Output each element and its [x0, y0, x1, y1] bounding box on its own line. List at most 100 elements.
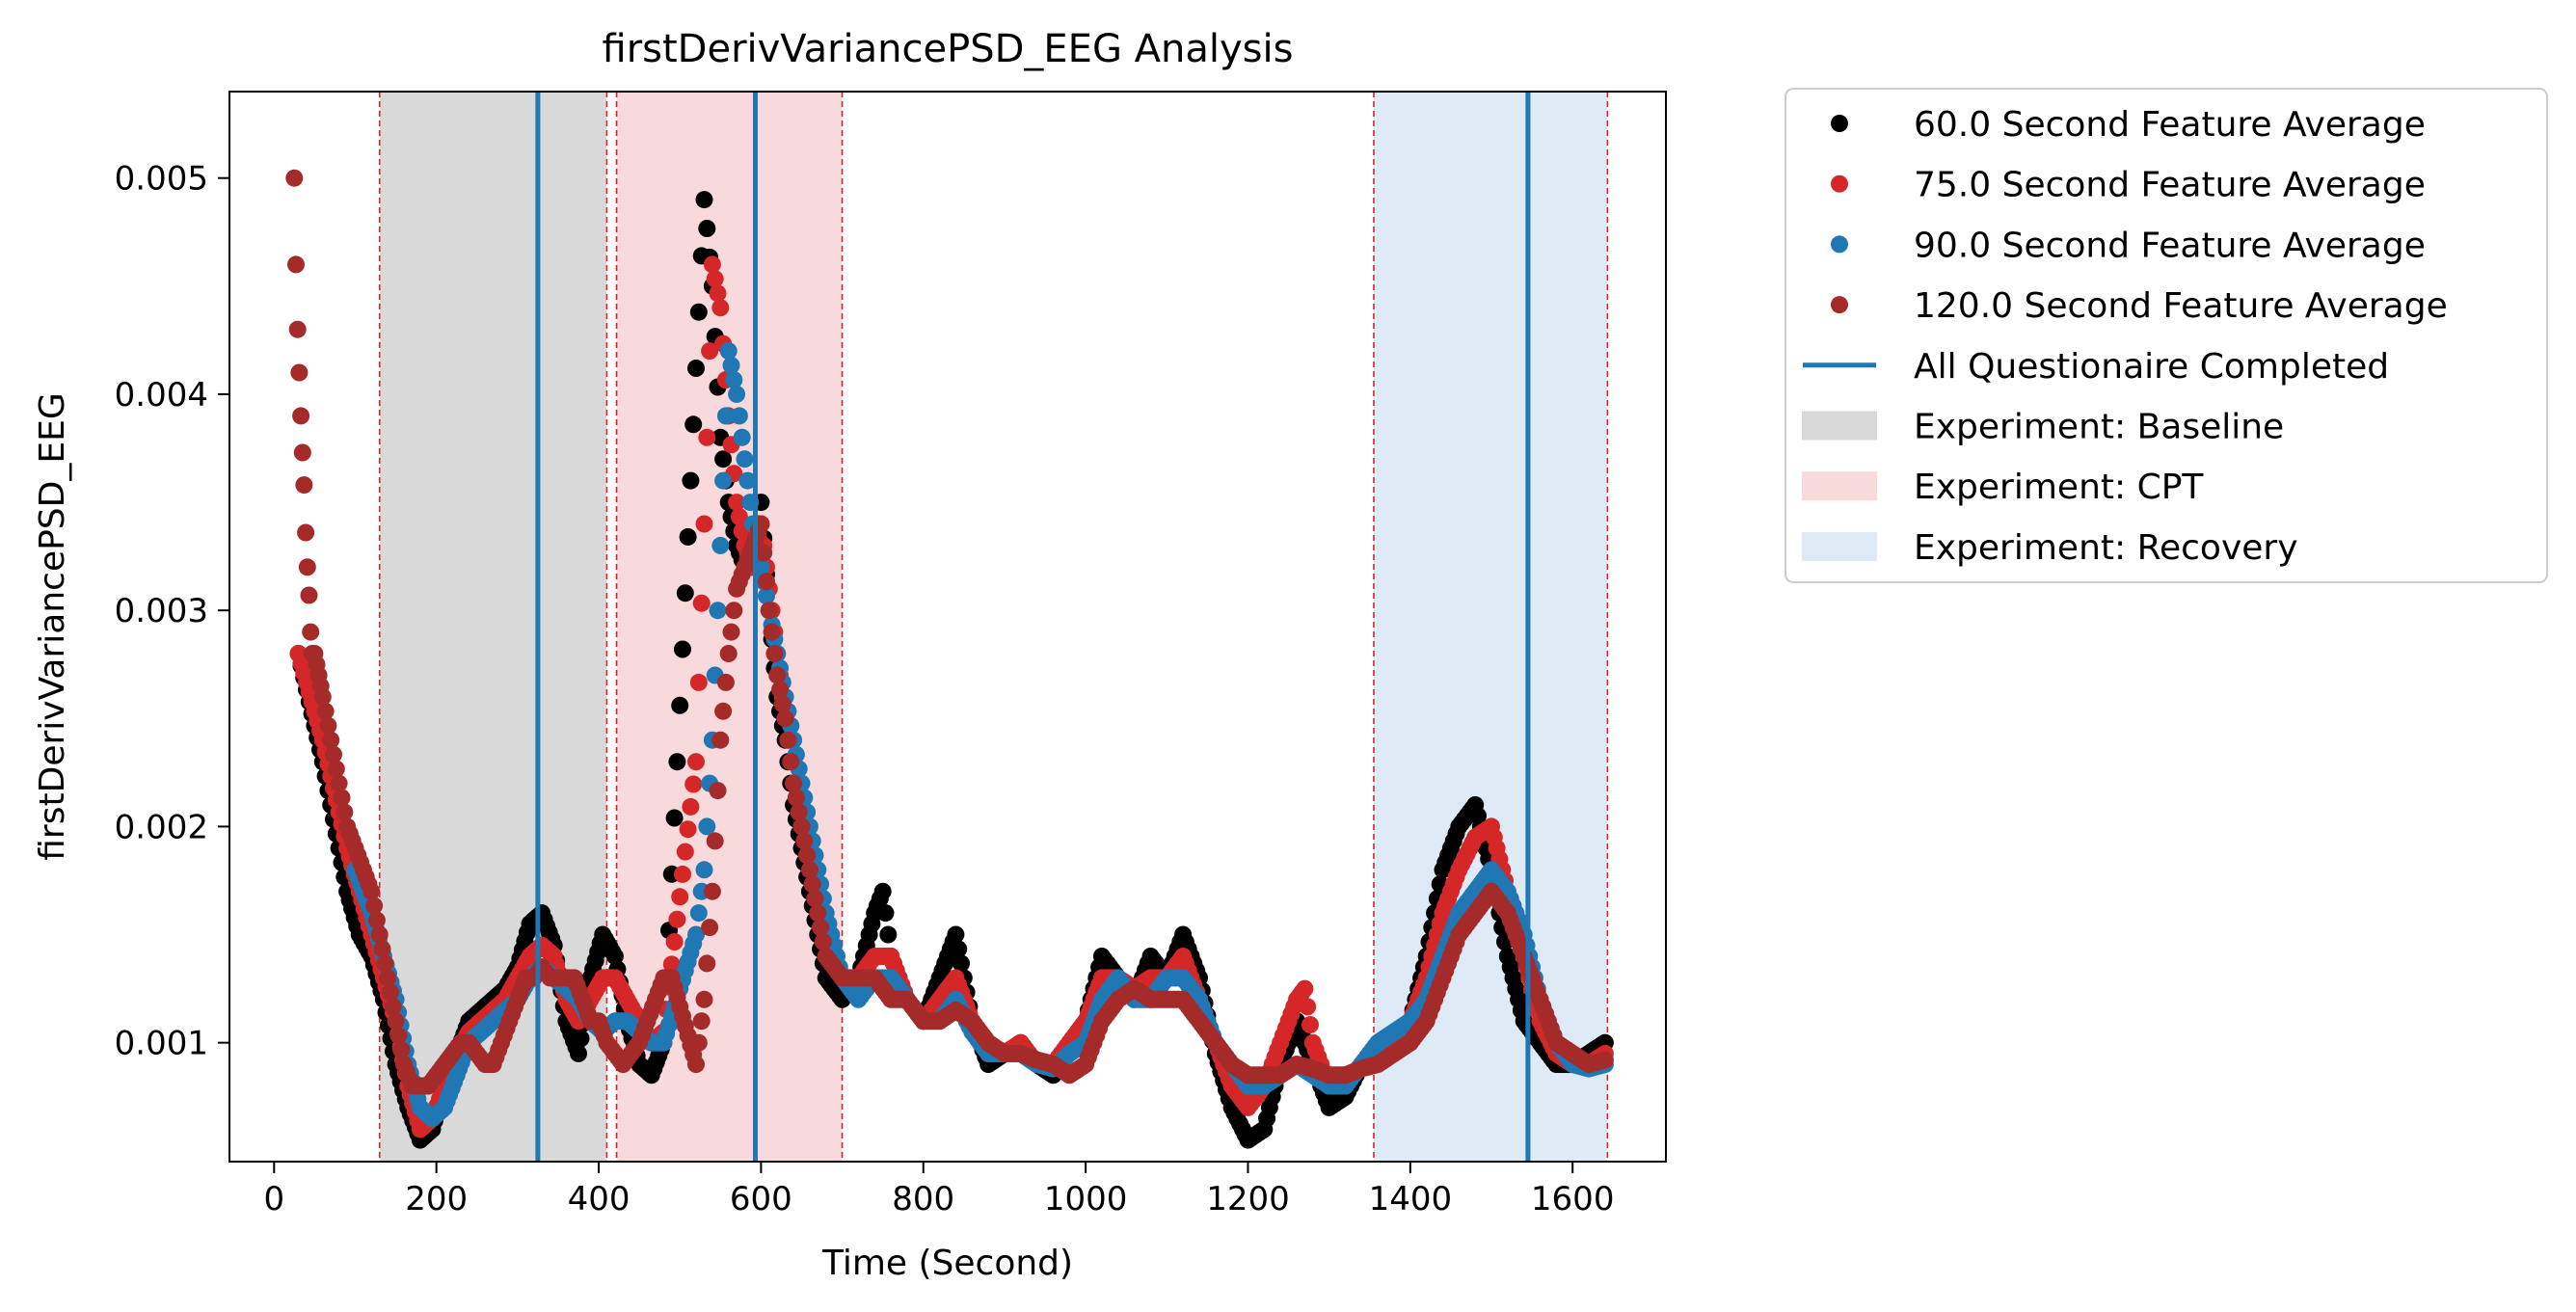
series-0-point-31-1	[714, 450, 733, 469]
series-3-point-5	[293, 443, 311, 462]
series-3-point-7	[297, 523, 315, 542]
series-3-point-70-2	[790, 803, 808, 821]
series-0-point-24	[605, 948, 624, 965]
series-1-point-28-7	[674, 865, 691, 883]
series-3-point-0	[285, 169, 304, 187]
series-3-point-69	[776, 710, 794, 728]
series-0-point-51-1	[950, 940, 968, 958]
series-1-point-31-2	[709, 284, 727, 303]
series-3-point-71-1	[803, 875, 821, 894]
series-3-point-60	[703, 882, 721, 900]
series-3-point-4	[292, 407, 310, 425]
series-3-point-15-1	[325, 745, 342, 763]
series-0-point-28-13	[689, 303, 708, 321]
series-3-point-61	[711, 731, 730, 749]
series-3-point-71-5	[814, 933, 832, 951]
series-3-point-61-2	[716, 673, 735, 691]
y-axis: 0.001 0.002 0.003 0.004 0.005	[115, 160, 229, 1063]
legend-label-3: 120.0 Second Feature Average	[1914, 286, 2448, 326]
series-3-point-71-3	[809, 904, 827, 923]
series-0-point-21-1	[572, 1030, 590, 1048]
series-3-point-58	[687, 1056, 705, 1074]
series-1-point-28-9	[679, 820, 697, 839]
series-3-point-15	[322, 731, 340, 749]
series-3-point-6	[295, 476, 313, 495]
legend-marker-3	[1831, 296, 1848, 314]
series-1-point-28-6	[671, 888, 689, 906]
legend-label-6: Experiment: CPT	[1914, 468, 2204, 507]
series-3-point-15-2	[327, 760, 345, 778]
legend-patch-7	[1802, 531, 1877, 561]
series-3-point-60-1	[706, 832, 724, 850]
series-3-point-58-1	[689, 1033, 708, 1052]
series-3-point-21-2	[376, 954, 394, 973]
series-1-point-29	[687, 753, 705, 771]
series-0-point-28-11	[684, 415, 703, 434]
series-0-point-46-2	[879, 925, 898, 944]
series-0-point-46-1	[876, 904, 895, 923]
series-3-point-20	[362, 882, 381, 900]
x-tick-label-8: 1600	[1531, 1180, 1615, 1218]
legend-frame	[1784, 88, 2548, 583]
series-1-point-29-2	[692, 594, 711, 612]
series-0-point-28-9	[679, 527, 697, 546]
series-0-point-28-12	[687, 360, 705, 377]
y-tick-label-1: 0.002	[115, 808, 208, 846]
series-1-point-30	[695, 515, 713, 533]
y-tick-label-0: 0.001	[115, 1025, 208, 1063]
legend-label-1: 75.0 Second Feature Average	[1914, 166, 2426, 205]
y-tick-label-2: 0.003	[115, 592, 208, 630]
series-2-point-30-2	[725, 371, 743, 388]
x-tick-label-5: 1000	[1044, 1180, 1128, 1218]
series-1-point-34	[728, 494, 746, 512]
series-3-point-71-2	[806, 890, 824, 908]
series-3-point-16	[330, 774, 348, 792]
series-1-point-34-1	[730, 508, 748, 525]
series-0-point-28-7	[674, 640, 691, 658]
series-1-point-30-1	[698, 428, 716, 446]
series-3-point-61-1	[714, 702, 733, 720]
y-axis-label: firstDerivVariancePSD_EEG	[33, 392, 72, 861]
series-0-point-28-5	[668, 753, 686, 771]
series-3-point-60-2	[709, 782, 727, 800]
series-0-point-51	[947, 925, 965, 944]
series-3-point-62	[719, 645, 738, 662]
y-tick-label-3: 0.004	[115, 376, 208, 415]
series-2-point-31-1	[730, 407, 748, 425]
series-2-point-26	[687, 925, 705, 944]
series-2-point-27-1	[698, 817, 716, 836]
series-1-point-28-8	[676, 843, 694, 861]
series-3-point-20-1	[365, 897, 384, 915]
series-1-point-73-2	[1301, 1016, 1319, 1033]
legend-label-5: Experiment: Baseline	[1914, 408, 2284, 447]
series-1-point-28-11	[684, 775, 703, 793]
series-2-point-31-2	[733, 428, 751, 446]
series-2-point-29	[711, 536, 730, 554]
series-3-point-1	[287, 255, 305, 274]
y-tick-label-4: 0.005	[115, 160, 208, 199]
series-0-point-28-4	[665, 809, 684, 827]
series-3-point-70-3	[792, 817, 811, 836]
series-3-point-23-2	[392, 1041, 411, 1059]
series-3-point-67-1	[763, 623, 781, 641]
series-2-point-29-1	[714, 471, 733, 490]
x-tick-label-7: 1400	[1369, 1180, 1453, 1218]
x-tick-label-3: 600	[730, 1180, 792, 1218]
series-2-point-29-2	[716, 407, 735, 425]
series-3-point-70	[785, 774, 803, 792]
series-3-point-3	[290, 363, 309, 382]
series-2-point-32	[736, 450, 754, 469]
series-1-point-28-4	[665, 933, 684, 951]
series-3-point-71	[800, 861, 818, 879]
legend-patch-6	[1802, 471, 1877, 501]
legend-patch-5	[1802, 411, 1877, 441]
series-1-point-28-3	[662, 955, 681, 974]
chart-title: firstDerivVariancePSD_EEG Analysis	[603, 27, 1294, 71]
series-3-point-14-2	[319, 716, 337, 735]
legend-label-2: 90.0 Second Feature Average	[1914, 226, 2426, 265]
series-2-point-30	[719, 342, 738, 361]
series-3-point-69-2	[782, 753, 800, 771]
series-0-point-51-2	[953, 954, 970, 973]
legend-marker-2	[1831, 235, 1848, 254]
